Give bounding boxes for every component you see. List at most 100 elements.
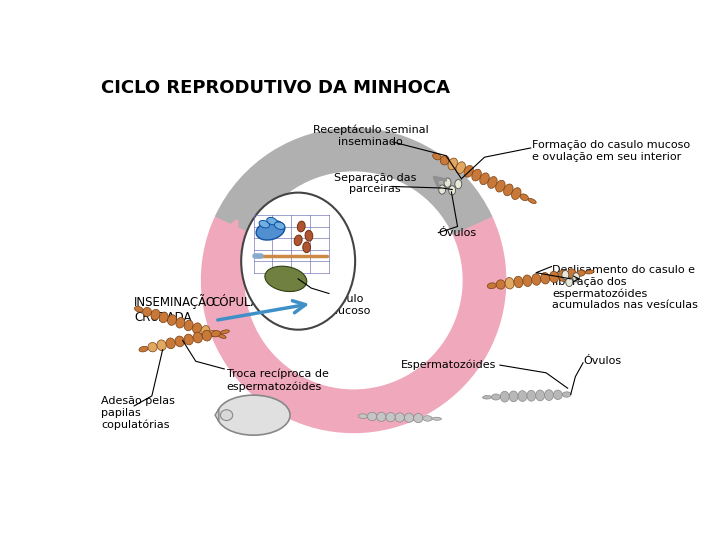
Ellipse shape xyxy=(256,221,285,240)
Ellipse shape xyxy=(202,330,212,341)
Ellipse shape xyxy=(423,416,432,421)
Ellipse shape xyxy=(217,334,226,339)
Wedge shape xyxy=(216,129,492,234)
Ellipse shape xyxy=(159,312,168,322)
Ellipse shape xyxy=(305,231,312,241)
Text: Formação do casulo mucoso
e ovulação em seu interior: Formação do casulo mucoso e ovulação em … xyxy=(532,140,690,162)
Ellipse shape xyxy=(367,412,377,421)
Ellipse shape xyxy=(566,278,572,287)
Ellipse shape xyxy=(544,390,554,401)
Ellipse shape xyxy=(562,271,569,280)
Ellipse shape xyxy=(523,275,532,287)
Ellipse shape xyxy=(433,153,441,160)
Ellipse shape xyxy=(184,334,194,345)
Ellipse shape xyxy=(192,323,202,334)
Ellipse shape xyxy=(168,315,176,325)
Ellipse shape xyxy=(487,177,498,188)
Ellipse shape xyxy=(210,330,218,336)
Ellipse shape xyxy=(585,270,594,274)
Ellipse shape xyxy=(297,221,305,232)
Text: INSEMINAÇÃO
CRUZADA: INSEMINAÇÃO CRUZADA xyxy=(134,294,216,324)
Ellipse shape xyxy=(532,274,541,285)
Ellipse shape xyxy=(432,417,441,420)
Ellipse shape xyxy=(480,173,490,185)
Ellipse shape xyxy=(241,193,355,330)
Ellipse shape xyxy=(220,330,230,334)
Ellipse shape xyxy=(274,222,285,230)
Ellipse shape xyxy=(495,180,505,192)
Ellipse shape xyxy=(559,270,567,281)
Ellipse shape xyxy=(294,235,302,246)
Ellipse shape xyxy=(359,414,367,418)
Ellipse shape xyxy=(456,162,465,173)
Ellipse shape xyxy=(217,395,290,435)
Ellipse shape xyxy=(472,169,481,181)
Ellipse shape xyxy=(176,318,185,328)
Ellipse shape xyxy=(492,394,500,400)
Ellipse shape xyxy=(520,194,528,201)
Ellipse shape xyxy=(135,306,143,312)
Ellipse shape xyxy=(386,413,395,422)
Ellipse shape xyxy=(487,283,496,289)
Ellipse shape xyxy=(193,332,202,343)
Ellipse shape xyxy=(514,276,523,288)
Ellipse shape xyxy=(414,414,423,423)
Ellipse shape xyxy=(541,273,549,284)
Text: CÓPULA: CÓPULA xyxy=(211,296,259,309)
Wedge shape xyxy=(202,216,505,433)
Ellipse shape xyxy=(449,186,456,195)
Ellipse shape xyxy=(211,330,220,337)
Ellipse shape xyxy=(377,412,386,421)
Text: Deslisamento do casulo e
liberação dos
espermatozóides
acumulados nas vesículas: Deslisamento do casulo e liberação dos e… xyxy=(552,265,698,310)
Ellipse shape xyxy=(143,307,151,316)
Ellipse shape xyxy=(448,158,457,170)
Ellipse shape xyxy=(175,336,184,347)
Ellipse shape xyxy=(505,278,514,289)
Ellipse shape xyxy=(259,220,269,228)
Ellipse shape xyxy=(157,340,166,350)
Ellipse shape xyxy=(444,178,451,187)
Ellipse shape xyxy=(455,179,462,189)
Ellipse shape xyxy=(482,395,492,399)
Ellipse shape xyxy=(496,280,505,289)
Ellipse shape xyxy=(148,342,157,352)
Polygon shape xyxy=(215,409,219,421)
Text: Adesão pelas
papilas
copulatórias: Adesão pelas papilas copulatórias xyxy=(101,396,175,430)
Ellipse shape xyxy=(549,271,559,283)
Ellipse shape xyxy=(567,269,577,280)
Ellipse shape xyxy=(554,390,562,400)
Ellipse shape xyxy=(511,188,521,199)
Ellipse shape xyxy=(528,198,536,204)
Ellipse shape xyxy=(201,326,210,336)
Ellipse shape xyxy=(536,390,544,401)
Ellipse shape xyxy=(184,320,193,331)
Text: Separação das
parceiras: Separação das parceiras xyxy=(334,173,416,194)
Ellipse shape xyxy=(500,392,509,402)
Ellipse shape xyxy=(395,413,405,422)
Text: CICLO REPRODUTIVO DA MINHOCA: CICLO REPRODUTIVO DA MINHOCA xyxy=(101,79,450,97)
Text: Espermatozóides: Espermatozóides xyxy=(400,360,496,370)
Ellipse shape xyxy=(438,185,446,194)
Ellipse shape xyxy=(139,346,148,352)
Ellipse shape xyxy=(509,391,518,402)
Ellipse shape xyxy=(265,266,307,292)
Ellipse shape xyxy=(518,390,527,401)
Ellipse shape xyxy=(576,270,585,276)
Ellipse shape xyxy=(267,218,277,225)
Text: Receptáculo seminal
inseminado: Receptáculo seminal inseminado xyxy=(312,125,428,147)
Ellipse shape xyxy=(503,184,513,196)
Text: Óvulos: Óvulos xyxy=(438,228,477,238)
Ellipse shape xyxy=(151,309,160,320)
Text: Troca recíproca de
espermatozóides: Troca recíproca de espermatozóides xyxy=(227,369,328,392)
Ellipse shape xyxy=(572,273,580,282)
Text: Óvulos: Óvulos xyxy=(583,356,621,366)
Ellipse shape xyxy=(405,413,414,422)
Ellipse shape xyxy=(220,410,233,421)
Ellipse shape xyxy=(527,390,536,401)
Ellipse shape xyxy=(303,242,310,253)
Text: Casulo
mucoso: Casulo mucoso xyxy=(327,294,370,316)
Ellipse shape xyxy=(166,338,175,349)
Ellipse shape xyxy=(464,165,473,177)
Ellipse shape xyxy=(441,156,449,165)
Ellipse shape xyxy=(562,392,571,397)
